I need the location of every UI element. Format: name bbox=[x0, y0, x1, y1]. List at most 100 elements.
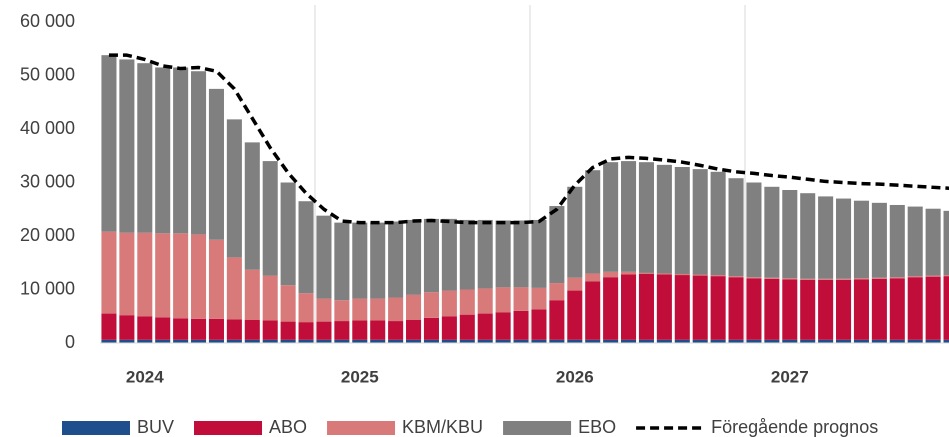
bar-segment bbox=[836, 198, 852, 279]
bar-segment bbox=[567, 186, 583, 278]
bar-segment bbox=[531, 339, 547, 343]
bar-segment bbox=[388, 221, 404, 298]
bar-segment bbox=[818, 278, 834, 280]
bar-segment bbox=[441, 316, 457, 340]
y-tick-label: 40 000 bbox=[20, 118, 75, 138]
bar-segment bbox=[513, 287, 529, 311]
bar-segment bbox=[388, 339, 404, 343]
x-tick-label: 2027 bbox=[771, 367, 809, 386]
bar-segment bbox=[531, 287, 547, 310]
bar-segment bbox=[208, 88, 224, 240]
y-tick-label: 20 000 bbox=[20, 225, 75, 245]
bar-segment bbox=[495, 287, 511, 313]
bar-segment bbox=[388, 321, 404, 340]
bar-segment bbox=[746, 278, 762, 340]
bar-segment bbox=[119, 59, 135, 233]
bar-segment bbox=[728, 277, 744, 340]
bar-segment bbox=[656, 339, 672, 343]
bar-segment bbox=[782, 189, 798, 279]
bar-segment bbox=[853, 279, 869, 340]
bar-segment bbox=[441, 218, 457, 291]
bar-segment bbox=[459, 289, 475, 315]
bar-segment bbox=[764, 277, 780, 279]
bar-segment bbox=[208, 318, 224, 340]
bar-segment bbox=[477, 288, 493, 314]
bar-segment bbox=[495, 220, 511, 288]
bar-segment bbox=[853, 278, 869, 280]
bar-segment bbox=[298, 201, 314, 294]
bar-segment bbox=[656, 164, 672, 274]
bar-segment bbox=[674, 273, 690, 276]
bar-segment bbox=[441, 339, 457, 343]
bar-segment bbox=[889, 278, 905, 340]
bar-segment bbox=[531, 219, 547, 288]
bar-segment bbox=[907, 277, 923, 340]
bar-segment bbox=[298, 322, 314, 340]
y-tick-label: 10 000 bbox=[20, 278, 75, 298]
bar-segment bbox=[943, 339, 949, 343]
bar-segment bbox=[692, 275, 708, 340]
bar-segment bbox=[513, 339, 529, 343]
bar-segment bbox=[603, 339, 619, 343]
forecast-line bbox=[108, 53, 949, 225]
bar-segment bbox=[800, 278, 816, 280]
bar-segment bbox=[853, 339, 869, 343]
bar-segment bbox=[728, 178, 744, 277]
legend-label: ABO bbox=[269, 417, 307, 437]
bar-segment bbox=[710, 275, 726, 277]
bar-segment bbox=[137, 232, 153, 317]
bar-segment bbox=[585, 339, 601, 343]
bar-segment bbox=[943, 276, 949, 340]
bar-segment bbox=[119, 339, 135, 343]
bar-segment bbox=[137, 339, 153, 343]
bar-segment bbox=[818, 339, 834, 343]
bar-segment bbox=[226, 119, 242, 258]
bar-segment bbox=[925, 275, 941, 277]
bar-segment bbox=[388, 297, 404, 322]
bar-segment bbox=[208, 239, 224, 319]
bar-segment bbox=[173, 233, 189, 319]
bar-segment bbox=[423, 292, 439, 318]
bar-segment bbox=[549, 206, 565, 284]
bar-segment bbox=[316, 339, 332, 343]
bar-segment bbox=[173, 67, 189, 234]
y-tick-label: 30 000 bbox=[20, 171, 75, 191]
bar-segment bbox=[656, 274, 672, 340]
bar-segment bbox=[925, 208, 941, 276]
bar-segment bbox=[818, 279, 834, 340]
bar-segment bbox=[244, 339, 260, 343]
bar-segment bbox=[298, 339, 314, 343]
bar-segment bbox=[119, 315, 135, 340]
bar-segment bbox=[836, 339, 852, 343]
bar-segment bbox=[621, 339, 637, 343]
bar-segment bbox=[101, 339, 117, 343]
bar-segment bbox=[585, 170, 601, 274]
bar-segment bbox=[871, 339, 887, 343]
y-tick-label: 0 bbox=[65, 332, 75, 352]
bar-segment bbox=[334, 222, 350, 301]
bar-segment bbox=[674, 275, 690, 340]
bar-segment bbox=[871, 202, 887, 278]
bar-segment bbox=[406, 339, 422, 343]
bar-segment bbox=[352, 298, 368, 321]
bar-segment bbox=[423, 339, 439, 343]
bar-segment bbox=[907, 206, 923, 277]
bar-segment bbox=[638, 272, 654, 274]
x-tick-label: 2024 bbox=[126, 367, 164, 386]
bar-segment bbox=[853, 200, 869, 279]
x-tick-label: 2025 bbox=[341, 367, 379, 386]
bar-segment bbox=[459, 339, 475, 343]
bar-segment bbox=[603, 162, 619, 272]
bar-segment bbox=[638, 162, 654, 273]
y-tick-label: 60 000 bbox=[20, 11, 75, 31]
bar-segment bbox=[513, 220, 529, 288]
bar-segment bbox=[334, 321, 350, 340]
bar-segment bbox=[728, 276, 744, 278]
bar-segment bbox=[495, 339, 511, 343]
bar-segment bbox=[244, 319, 260, 340]
bar-segment bbox=[549, 300, 565, 340]
bar-segment bbox=[191, 234, 207, 319]
bar-segment bbox=[907, 276, 923, 278]
bar-segment bbox=[674, 339, 690, 343]
bar-segment bbox=[155, 339, 171, 343]
